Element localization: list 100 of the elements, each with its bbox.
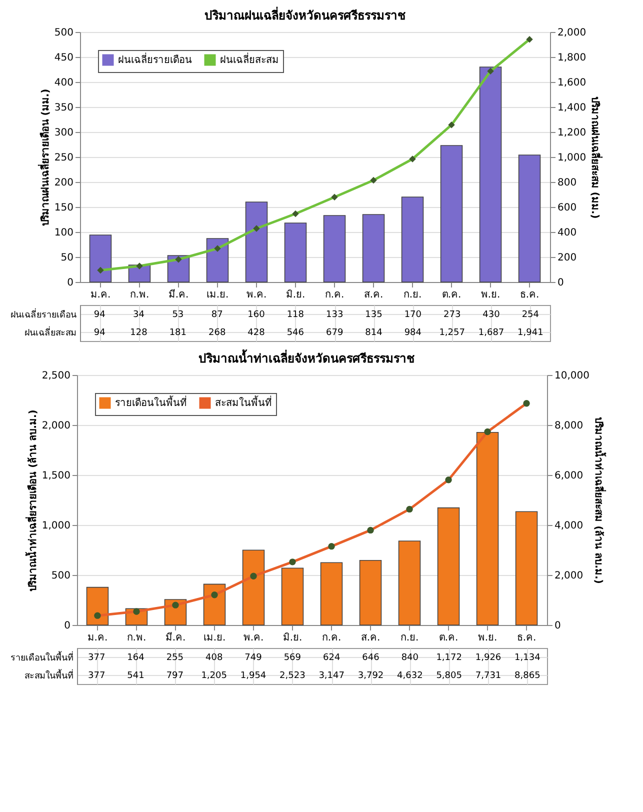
x-tick-label: มิ.ย. — [282, 632, 302, 644]
text: สะสมในพื้นที่ — [24, 672, 74, 682]
x-tick-label: ต.ค. — [442, 290, 462, 300]
data-label: 984 — [404, 328, 422, 338]
bar — [284, 222, 307, 282]
data-label: 624 — [322, 653, 340, 663]
x-tick-label: ม.ค. — [87, 632, 108, 644]
data-label: 430 — [482, 310, 500, 320]
x-tick-label: เม.ย. — [206, 290, 229, 300]
data-label: 34 — [133, 310, 145, 320]
bar — [320, 562, 343, 626]
y-axis-title: ปริมาณน้ำท่าเฉลี่ยรายเดือน (ล้าน ลบ.ม.) — [24, 410, 39, 592]
data-label: 254 — [522, 310, 540, 320]
text: รายเดือนในพื้นที่ — [10, 654, 74, 664]
data-label: 749 — [244, 653, 262, 663]
bar — [476, 432, 499, 626]
data-label: 377 — [88, 653, 106, 663]
y2-tick-label: 1,200 — [558, 128, 586, 138]
data-label: 546 — [286, 328, 304, 338]
data-label: 1,134 — [514, 653, 541, 663]
data-label: 94 — [94, 310, 106, 320]
x-tick-label: มี.ค. — [165, 632, 186, 644]
y2-tick-label: 0 — [558, 278, 564, 288]
y-tick-label: 1,500 — [42, 470, 70, 482]
bar — [518, 154, 541, 282]
y2-tick-label: 1,400 — [558, 102, 586, 114]
data-label: 1,687 — [478, 328, 504, 338]
data-label: 118 — [286, 310, 304, 320]
data-label: 1,172 — [436, 653, 462, 663]
x-tick-label: ก.ค. — [324, 290, 344, 300]
x-tick-label: ม.ค. — [90, 290, 111, 300]
data-label: 1,954 — [240, 671, 266, 681]
data-label: 273 — [443, 310, 461, 320]
x-tick-label: เม.ย. — [203, 632, 226, 644]
y-tick-label: 2,000 — [42, 420, 70, 432]
y2-tick-label: 2,000 — [558, 28, 586, 38]
bar — [359, 560, 382, 626]
y-tick-label: 150 — [54, 202, 74, 214]
y2-tick-label: 600 — [558, 202, 577, 214]
bar — [86, 586, 109, 626]
data-label: 164 — [127, 653, 145, 663]
y-tick-label: 50 — [60, 252, 74, 264]
data-label: 1,941 — [518, 328, 544, 338]
data-label: 135 — [365, 310, 382, 320]
y-axis-title: ปริมาณฝนเฉลี่ยรายเดือน (มม.) — [37, 88, 52, 226]
bar — [401, 196, 424, 282]
data-label: 8,865 — [514, 671, 540, 681]
y-tick-label: 350 — [54, 102, 74, 114]
y-tick-label: 0 — [64, 620, 70, 632]
y2-tick-label: 6,000 — [554, 470, 584, 482]
y-tick-label: 100 — [54, 228, 74, 238]
data-label: 128 — [130, 328, 148, 338]
x-tick-label: ก.พ. — [126, 632, 146, 644]
y-tick-label: 300 — [54, 128, 74, 138]
bar — [515, 511, 538, 626]
data-label: 160 — [248, 310, 266, 320]
data-label: 428 — [248, 328, 266, 338]
legend-label: ฝนเฉลี่ยรายเดือน — [118, 52, 192, 66]
bar — [206, 238, 229, 282]
y2-tick-label: 10,000 — [554, 370, 590, 382]
bar — [437, 507, 460, 626]
data-label: 646 — [362, 653, 380, 663]
data-label: 569 — [284, 653, 302, 663]
x-tick-label: ต.ค. — [438, 632, 458, 644]
data-label: 170 — [404, 310, 422, 320]
data-label: 53 — [172, 310, 184, 320]
text: ฝนเฉลี่ยรายเดือน — [10, 310, 76, 320]
x-tick-label: พ.ย. — [478, 632, 498, 644]
x-tick-label: พ.ค. — [243, 632, 264, 644]
data-label: 94 — [94, 328, 106, 338]
bar — [89, 234, 112, 282]
x-tick-label: ธ.ค. — [516, 632, 536, 644]
chart-title: ปริมาณฝนเฉลี่ยจังหวัดนครศรีธรรมราช — [204, 6, 406, 22]
data-label: 679 — [326, 328, 344, 338]
data-label: 3,792 — [358, 671, 384, 681]
y-tick-label: 500 — [54, 28, 74, 38]
x-tick-label: ก.ย. — [400, 632, 419, 644]
y-tick-label: 200 — [54, 178, 74, 188]
y-tick-label: 400 — [54, 78, 74, 88]
data-label: 541 — [127, 671, 144, 681]
data-label: 268 — [208, 328, 226, 338]
legend-label: ฝนเฉลี่ยสะสม — [220, 52, 279, 66]
bar — [479, 66, 502, 282]
data-label: 4,632 — [397, 671, 423, 681]
x-tick-label: มิ.ย. — [286, 290, 306, 300]
bar — [242, 550, 265, 626]
legend-label: สะสมในพื้นที่ — [215, 395, 272, 409]
y2-axis-title: ปริมาณฝนเฉลี่ยสะสม (มม.) — [589, 96, 604, 219]
legend-label: รายเดือนในพื้นที่ — [115, 395, 187, 409]
y2-tick-label: 1,600 — [558, 78, 586, 88]
x-tick-label: พ.ย. — [480, 290, 500, 300]
x-tick-label: ก.พ. — [130, 290, 150, 300]
y2-axis-title: ปริมาณน้ำท่าเฉลี่ยสะสม (ล้าน ลบ.ม.) — [592, 417, 606, 584]
bar — [245, 202, 268, 282]
x-tick-label: พ.ค. — [246, 290, 267, 300]
x-tick-label: มี.ค. — [168, 288, 189, 300]
y-tick-label: 2,500 — [42, 370, 70, 382]
data-label: 7,731 — [475, 671, 502, 681]
data-label: 840 — [401, 653, 419, 663]
y2-tick-label: 2,000 — [554, 570, 584, 582]
